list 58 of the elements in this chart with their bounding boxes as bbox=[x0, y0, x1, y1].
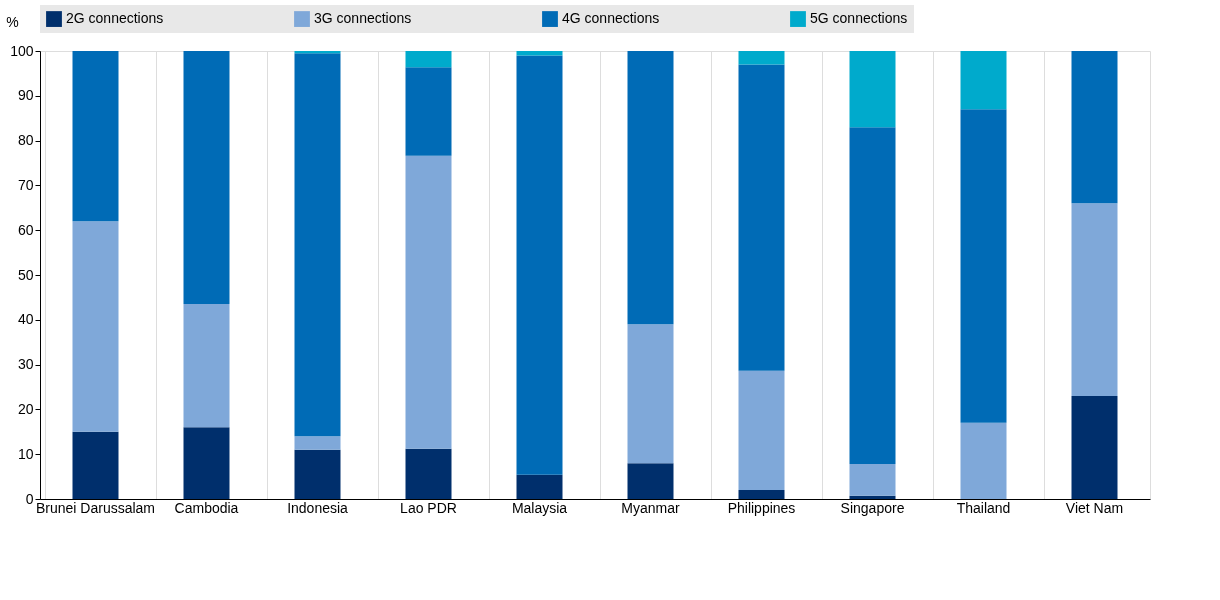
y-axis-title: % bbox=[6, 13, 19, 30]
bar bbox=[960, 51, 1007, 110]
x-tick-label: Myanmar bbox=[621, 499, 680, 516]
legend-label: 4G connections bbox=[562, 10, 660, 27]
bar bbox=[738, 51, 785, 65]
x-tick-label: Viet Nam bbox=[1065, 499, 1124, 516]
bar bbox=[294, 53, 341, 437]
bar bbox=[849, 464, 896, 496]
bar bbox=[849, 127, 896, 465]
y-tick-label: 70 bbox=[17, 176, 34, 193]
x-tick-label: Indonesia bbox=[287, 499, 349, 516]
legend-label: 3G connections bbox=[314, 10, 412, 27]
bar bbox=[72, 51, 119, 222]
bar bbox=[738, 64, 785, 371]
bar bbox=[1071, 203, 1118, 396]
y-tick-label: 30 bbox=[17, 356, 34, 373]
bar bbox=[738, 370, 785, 491]
y-tick-label: 100 bbox=[10, 42, 34, 59]
bar bbox=[405, 155, 452, 449]
bar bbox=[294, 449, 341, 499]
bar bbox=[516, 55, 563, 475]
bar bbox=[183, 304, 230, 428]
x-tick-label: Singapore bbox=[840, 499, 905, 516]
y-tick-label: 20 bbox=[17, 400, 34, 417]
x-tick-label: Lao PDR bbox=[400, 499, 457, 516]
bar bbox=[405, 448, 452, 499]
x-tick-label: Cambodia bbox=[174, 499, 239, 516]
x-tick-label: Philippines bbox=[727, 499, 796, 516]
y-tick-label: 60 bbox=[17, 221, 34, 238]
y-tick-label: 10 bbox=[17, 445, 34, 462]
bar bbox=[183, 427, 230, 499]
bar bbox=[405, 51, 452, 68]
bar bbox=[627, 463, 674, 499]
bar bbox=[72, 221, 119, 432]
bar bbox=[849, 51, 896, 128]
bar bbox=[627, 324, 674, 464]
x-tick-label: Malaysia bbox=[511, 499, 568, 516]
bar bbox=[627, 51, 674, 325]
x-tick-label: Brunei Darussalam bbox=[35, 499, 156, 516]
bar bbox=[1071, 51, 1118, 204]
bar bbox=[849, 495, 896, 499]
y-tick-label: 90 bbox=[17, 87, 34, 104]
bar bbox=[72, 431, 119, 499]
bar bbox=[960, 109, 1007, 423]
y-tick-label: 40 bbox=[17, 311, 34, 328]
bar bbox=[294, 436, 341, 450]
legend-label: 5G connections bbox=[810, 10, 908, 27]
bar bbox=[738, 490, 785, 499]
x-tick-label: Thailand bbox=[956, 499, 1011, 516]
bar bbox=[960, 422, 1007, 499]
y-tick-label: 0 bbox=[25, 490, 34, 507]
bar bbox=[1071, 395, 1118, 499]
bar bbox=[516, 474, 563, 499]
bar bbox=[405, 67, 452, 156]
bar bbox=[183, 51, 230, 305]
legend-label: 2G connections bbox=[66, 10, 164, 27]
y-tick-label: 50 bbox=[17, 266, 34, 283]
y-tick-label: 80 bbox=[17, 132, 34, 149]
